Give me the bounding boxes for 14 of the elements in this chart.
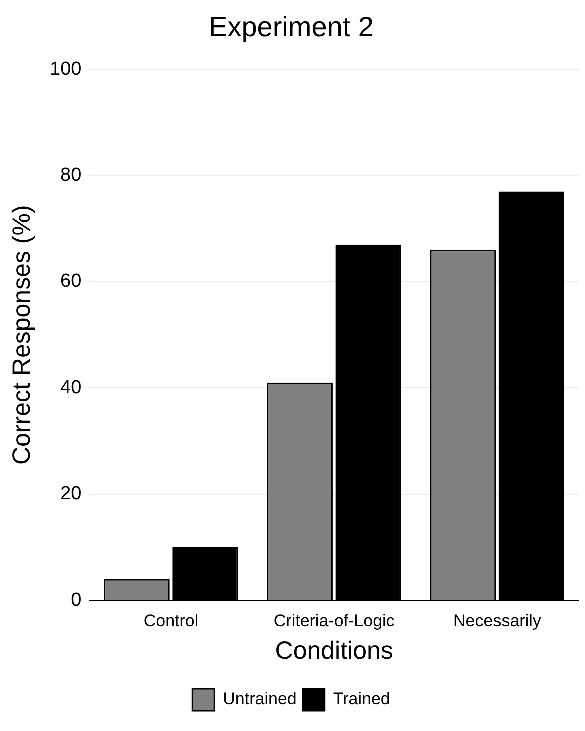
- y-tick-label: 40: [60, 377, 82, 398]
- chart-title: Experiment 2: [209, 12, 374, 43]
- y-tick-label: 20: [60, 484, 82, 505]
- x-axis-title: Conditions: [275, 636, 394, 665]
- y-tick-label: 80: [60, 165, 82, 186]
- x-tick-label: Criteria-of-Logic: [274, 611, 396, 630]
- x-tick-label: Necessarily: [454, 611, 542, 630]
- y-tick-label: 100: [50, 58, 82, 80]
- y-tick-label: 60: [60, 271, 82, 292]
- legend-label: Trained: [333, 690, 390, 709]
- y-tick-label: 0: [71, 590, 82, 611]
- y-axis-title: Correct Responses (%): [8, 205, 36, 466]
- x-tick-label: Control: [144, 611, 199, 630]
- legend-label: Untrained: [223, 690, 297, 709]
